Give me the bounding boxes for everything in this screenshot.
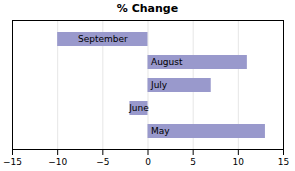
svg-text:5: 5	[190, 157, 196, 167]
svg-text:August: August	[151, 57, 183, 67]
svg-text:September: September	[78, 34, 128, 44]
svg-text:−15: −15	[3, 157, 22, 167]
svg-text:June: June	[128, 103, 149, 113]
svg-text:−10: −10	[48, 157, 67, 167]
svg-text:10: 10	[233, 157, 245, 167]
svg-text:May: May	[151, 126, 170, 136]
svg-text:July: July	[150, 80, 168, 90]
svg-text:−5: −5	[96, 157, 109, 167]
html-text:% Change: % Change	[116, 2, 179, 15]
svg-text:0: 0	[145, 157, 151, 167]
svg-text:15: 15	[278, 157, 289, 167]
